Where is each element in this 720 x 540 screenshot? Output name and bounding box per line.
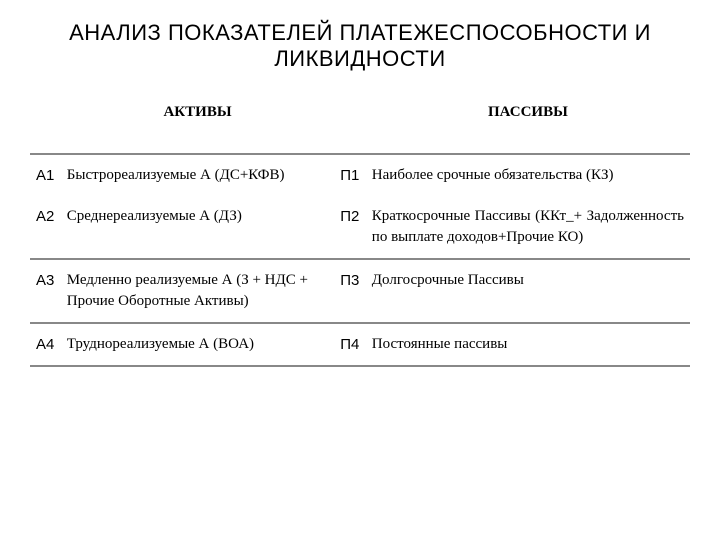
- table-row: А2 Среднереализуемые А (ДЗ) П2 Краткосро…: [30, 196, 690, 258]
- asset-desc: Медленно реализуемые А (З + НДС + Прочие…: [61, 259, 335, 322]
- table-row: А3 Медленно реализуемые А (З + НДС + Про…: [30, 259, 690, 322]
- liability-code: П1: [334, 154, 366, 196]
- liability-desc: Наиболее срочные обязательства (КЗ): [366, 154, 690, 196]
- asset-desc: Труднореализуемые А (ВОА): [61, 323, 335, 365]
- analysis-table: АКТИВЫ ПАССИВЫ А1 Быстрореализуемые А (Д…: [30, 92, 690, 367]
- asset-code: А2: [30, 196, 61, 258]
- asset-code: А3: [30, 259, 61, 322]
- asset-code: А4: [30, 323, 61, 365]
- liability-code: П4: [334, 323, 366, 365]
- liability-desc: Постоянные пассивы: [366, 323, 690, 365]
- liability-code: П2: [334, 196, 366, 258]
- assets-header: АКТИВЫ: [61, 92, 335, 153]
- asset-desc: Быстрореализуемые А (ДС+КФВ): [61, 154, 335, 196]
- asset-code: А1: [30, 154, 61, 196]
- table-header-row: АКТИВЫ ПАССИВЫ: [30, 92, 690, 153]
- liability-desc: Краткосрочные Пассивы (ККт_+ Задолженнос…: [366, 196, 690, 258]
- table-row: А1 Быстрореализуемые А (ДС+КФВ) П1 Наибо…: [30, 154, 690, 196]
- liability-desc: Долгосрочные Пассивы: [366, 259, 690, 322]
- liability-code: П3: [334, 259, 366, 322]
- liabilities-header: ПАССИВЫ: [366, 92, 690, 153]
- page-title: АНАЛИЗ ПОКАЗАТЕЛЕЙ ПЛАТЕЖЕСПОСОБНОСТИ И …: [30, 20, 690, 72]
- asset-desc: Среднереализуемые А (ДЗ): [61, 196, 335, 258]
- table-row: А4 Труднореализуемые А (ВОА) П4 Постоянн…: [30, 323, 690, 365]
